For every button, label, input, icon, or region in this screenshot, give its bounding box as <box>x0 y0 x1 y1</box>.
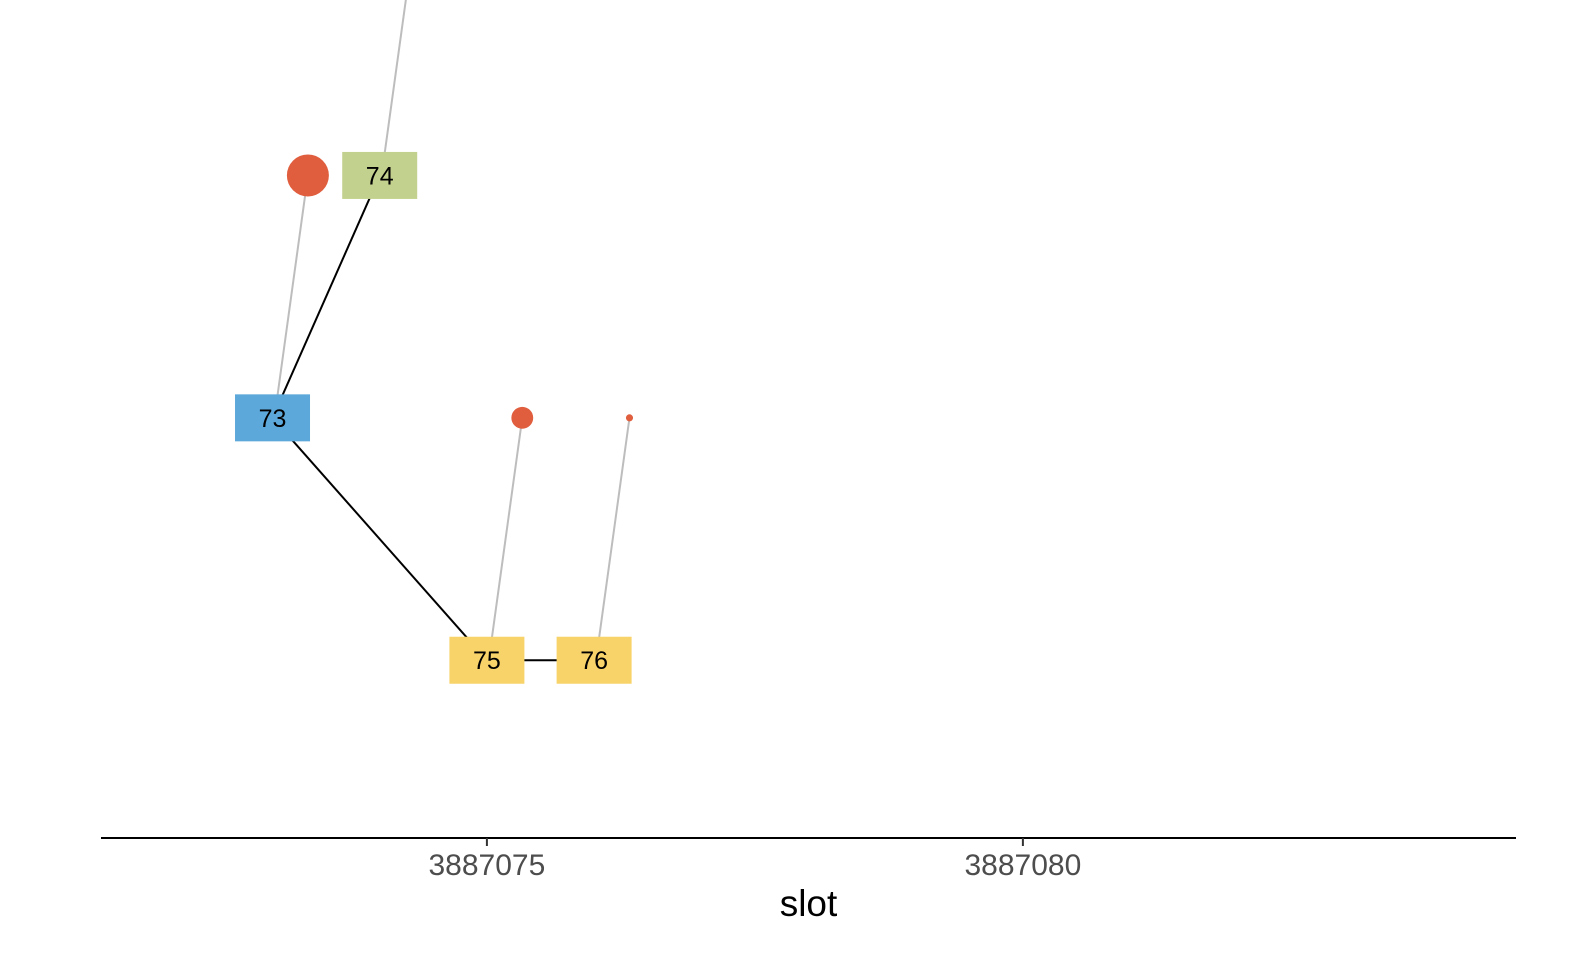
block-label-74: 74 <box>366 162 394 190</box>
attestation-point-75 <box>511 406 534 429</box>
block-76: 76 <box>556 636 632 684</box>
parent-edge-73-74 <box>271 175 381 419</box>
block-box-74 <box>342 151 418 199</box>
block-box-75 <box>449 636 525 684</box>
block-box-76 <box>556 636 632 684</box>
attestation-edge-75 <box>490 417 524 638</box>
x-axis-title: slot <box>780 883 838 924</box>
block-74: 74 <box>342 151 418 199</box>
x-tick-label: 3887075 <box>429 849 546 882</box>
x-axis-ticks: 3887075 3887080 <box>429 838 1081 882</box>
parent-edge-73-75 <box>271 417 488 661</box>
block-label-75: 75 <box>473 647 501 675</box>
attestation-point-76 <box>625 414 634 422</box>
block-label-76: 76 <box>580 647 608 675</box>
block-75: 75 <box>449 636 525 684</box>
x-tick-label: 3887080 <box>964 849 1081 882</box>
attestation-edge-73 <box>276 175 309 396</box>
attestation-points-layer <box>286 154 634 429</box>
edges-layer <box>271 0 631 662</box>
blocks-layer: 73 74 75 76 <box>235 151 632 684</box>
block-box-73 <box>235 394 311 442</box>
attestation-point-73 <box>286 154 329 197</box>
block-73: 73 <box>235 394 311 442</box>
attestation-edge-74 <box>383 0 407 154</box>
attestation-edge-76 <box>598 417 631 638</box>
block-label-73: 73 <box>259 405 287 433</box>
